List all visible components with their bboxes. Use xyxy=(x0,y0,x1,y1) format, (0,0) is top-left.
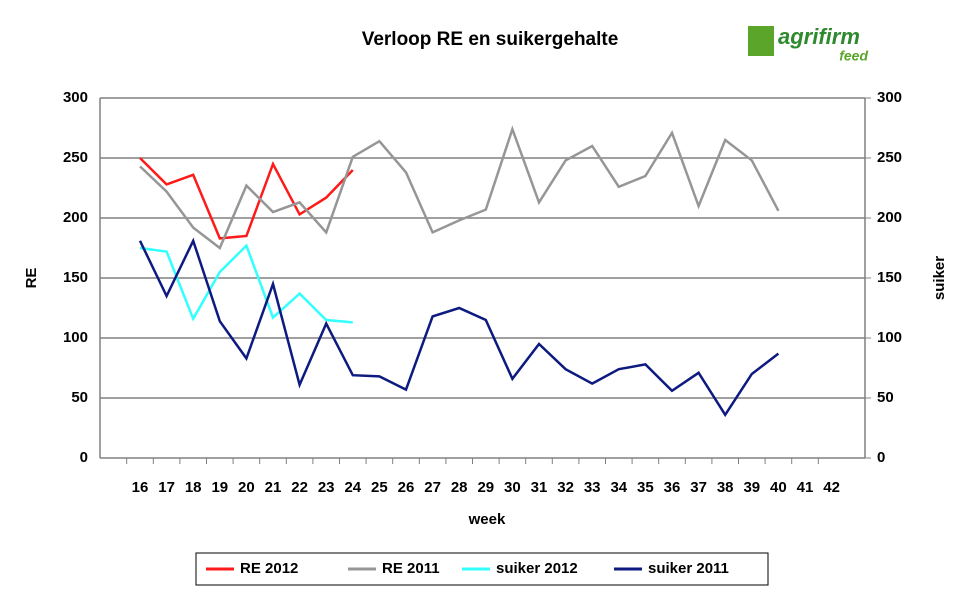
x-tick-label: 41 xyxy=(797,479,814,496)
x-tick-label: 24 xyxy=(344,479,361,496)
x-tick-label: 20 xyxy=(238,479,255,496)
line-series xyxy=(139,157,354,240)
y-tick-label: 200 xyxy=(63,209,88,226)
legend-label: RE 2012 xyxy=(240,560,298,577)
legend-label: suiker 2012 xyxy=(496,560,578,577)
y-tick-label: 300 xyxy=(63,89,88,106)
logo-name: agrifirm xyxy=(778,24,860,49)
x-tick-label: 32 xyxy=(557,479,574,496)
x-tick-label: 33 xyxy=(584,479,601,496)
x-tick-label: 28 xyxy=(451,479,468,496)
y2-tick-label: 150 xyxy=(877,269,902,286)
legend-label: RE 2011 xyxy=(382,560,440,577)
x-tick-label: 19 xyxy=(211,479,228,496)
x-axis-label: week xyxy=(468,511,506,528)
legend-label: suiker 2011 xyxy=(648,560,729,577)
x-tick-label: 16 xyxy=(132,479,149,496)
y2-tick-label: 300 xyxy=(877,89,902,106)
y2-tick-label: 200 xyxy=(877,209,902,226)
y2-tick-label: 100 xyxy=(877,329,902,346)
x-tick-label: 35 xyxy=(637,479,654,496)
y-axis-label: RE xyxy=(23,268,40,289)
x-tick-label: 27 xyxy=(424,479,441,496)
x-tick-label: 29 xyxy=(477,479,494,496)
x-tick-label: 34 xyxy=(610,479,627,496)
x-tick-label: 22 xyxy=(291,479,308,496)
x-tick-label: 39 xyxy=(743,479,760,496)
y2-tick-label: 0 xyxy=(877,449,885,466)
y-tick-label: 100 xyxy=(63,329,88,346)
x-tick-label: 23 xyxy=(318,479,335,496)
y-tick-label: 50 xyxy=(71,389,88,406)
x-tick-label: 36 xyxy=(664,479,681,496)
line-series xyxy=(139,243,353,324)
logo-sub: feed xyxy=(839,48,868,64)
y-tick-label: 150 xyxy=(63,269,88,286)
y2-axis-label: suiker xyxy=(931,256,948,300)
x-tick-label: 42 xyxy=(823,479,840,496)
logo-icon xyxy=(748,26,774,56)
chart-title: Verloop RE en suikergehalte xyxy=(362,29,619,50)
y2-tick-label: 250 xyxy=(877,149,902,166)
y2-tick-label: 50 xyxy=(877,389,894,406)
y-tick-label: 0 xyxy=(80,449,88,466)
line-series xyxy=(138,237,780,418)
x-tick-label: 26 xyxy=(398,479,415,496)
x-tick-label: 38 xyxy=(717,479,734,496)
line-series xyxy=(139,125,780,250)
x-tick-label: 25 xyxy=(371,479,388,496)
x-tick-label: 17 xyxy=(158,479,175,496)
x-tick-label: 30 xyxy=(504,479,521,496)
x-tick-label: 18 xyxy=(185,479,202,496)
x-tick-label: 40 xyxy=(770,479,787,496)
legend-box xyxy=(195,552,769,586)
x-tick-label: 37 xyxy=(690,479,707,496)
x-tick-label: 31 xyxy=(531,479,548,496)
logo: agrifirm feed xyxy=(748,24,868,64)
x-tick-label: 21 xyxy=(265,479,282,496)
y-tick-label: 250 xyxy=(63,149,88,166)
